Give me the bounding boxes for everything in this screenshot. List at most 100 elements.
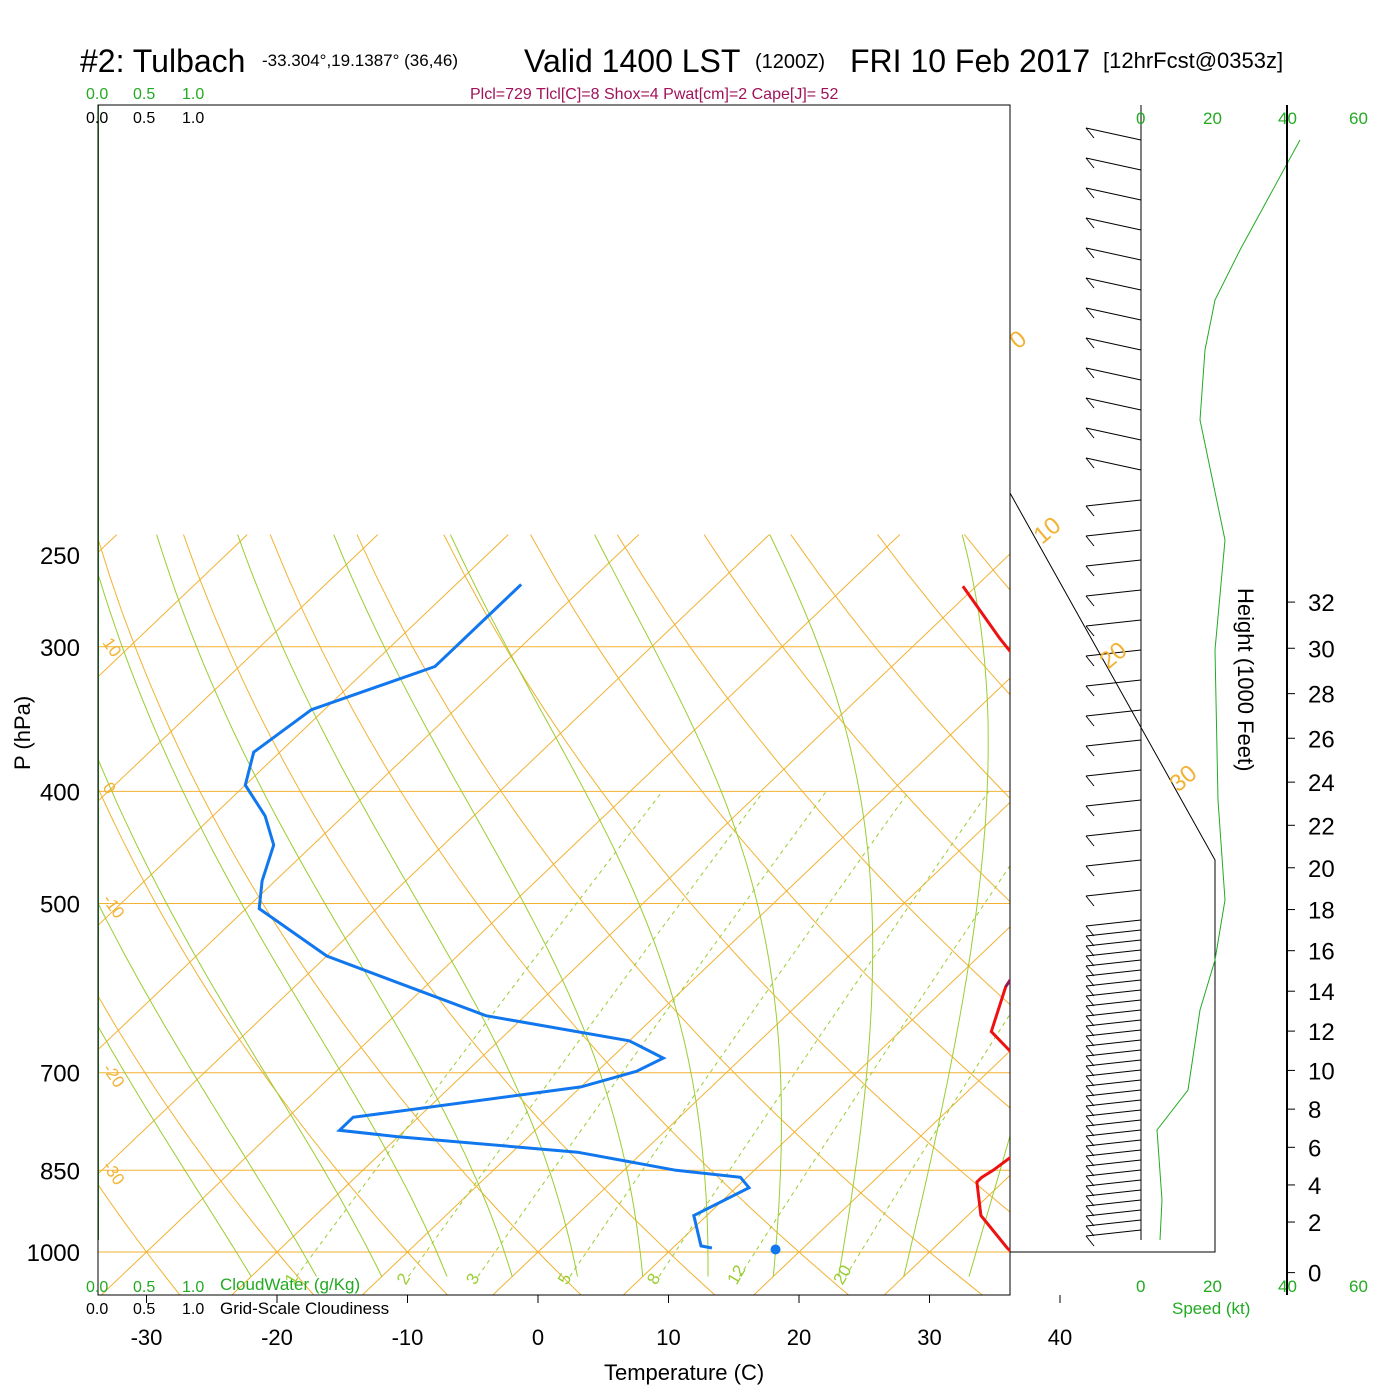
wind-barb-feather (1085, 975, 1095, 987)
wind-barb-feather (1085, 1005, 1095, 1017)
wind-barb (1085, 959, 1142, 967)
wind-barb (1085, 1139, 1142, 1147)
wind-barb-feather (1085, 247, 1095, 259)
top-green-0: 0.0 (86, 86, 108, 103)
height-tick-label: 6 (1308, 1135, 1321, 1162)
wind-barb (1085, 1029, 1142, 1037)
height-tick-label: 24 (1308, 770, 1335, 797)
top-black-0: 0.0 (86, 110, 108, 127)
wind-barb (1085, 859, 1142, 867)
isotherm-label: 10 (1029, 512, 1067, 550)
p-tick-label: 300 (40, 635, 80, 662)
height-tick-label: 20 (1308, 856, 1335, 883)
wind-barb (1085, 1169, 1142, 1177)
speed-top-0: 0 (1136, 109, 1145, 128)
wind-barb (1085, 529, 1142, 537)
wind-barb (1085, 649, 1142, 657)
wind-barb-feather (1085, 745, 1095, 757)
wind-barb-feather (1085, 805, 1095, 817)
isotherm-label: -10 (99, 891, 129, 922)
wind-barb-feather (1085, 565, 1095, 577)
wind-barb-feather (1085, 625, 1095, 637)
wind-barb-feather (1085, 307, 1095, 319)
wind-barb-feather (1085, 1225, 1095, 1237)
p-tick-label: 250 (40, 543, 80, 570)
height-tick-label: 10 (1308, 1058, 1335, 1085)
wind-barb (1085, 949, 1142, 957)
wind-barb (1085, 1149, 1142, 1157)
isotherm-0 (492, 801, 1010, 1295)
isotherm--20 (231, 553, 1010, 1295)
wind-barb (1085, 1039, 1142, 1047)
isotherm-label: 0 (1005, 325, 1033, 354)
wind-barb (1085, 999, 1142, 1007)
wind-barb-feather (1085, 985, 1095, 997)
wind-barb-feather (1085, 595, 1095, 607)
wind-barb-feather (1085, 1185, 1095, 1197)
x-tick-label: -10 (392, 1325, 424, 1350)
cloudiness-label: Grid-Scale Cloudiness (220, 1299, 389, 1318)
wind-barb-feather (1085, 1105, 1095, 1117)
wind-barb (1085, 939, 1142, 947)
mixing-ratio-label: 20 (830, 1262, 856, 1288)
wind-barb (1085, 127, 1142, 141)
wind-barb (1085, 457, 1142, 471)
height-tick-label: 8 (1308, 1097, 1321, 1124)
wind-barb-feather (1085, 1155, 1095, 1167)
wind-barb-feather (1085, 535, 1095, 547)
speed-bottom-1: 20 (1203, 1277, 1222, 1296)
wind-barb (1085, 1199, 1142, 1207)
moist-adiabat (594, 534, 782, 1277)
dry-adiabat (443, 534, 1010, 1213)
moist-adiabat (98, 574, 448, 1277)
wind-barb (1085, 1069, 1142, 1077)
wind-barb-feather (1085, 955, 1095, 967)
wind-barb (1085, 1209, 1142, 1217)
wind-barb (1085, 929, 1142, 937)
wind-barb (1085, 919, 1142, 927)
title-station: #2: Tulbach (80, 43, 245, 79)
p-tick-label: 400 (40, 779, 80, 806)
wind-barb (1085, 1179, 1142, 1187)
mixing-ratio-line (845, 1013, 1010, 1277)
isotherm-label: -30 (99, 1158, 129, 1189)
wind-barbs (1009, 105, 1216, 1253)
wind-barb (1085, 427, 1142, 441)
wind-barb (1085, 157, 1142, 171)
wind-barb-feather (1085, 187, 1095, 199)
height-tick-label: 26 (1308, 726, 1335, 753)
moist-adiabat (968, 1134, 1010, 1277)
mixing-ratio-label: 5 (554, 1270, 575, 1288)
wind-barb-feather (1085, 715, 1095, 727)
wind-barb (1085, 1049, 1142, 1057)
isotherm--30 (100, 534, 901, 1295)
wind-barb-feather (1085, 1065, 1095, 1077)
dry-adiabat (1138, 535, 1400, 1300)
wind-barb-feather (1085, 1215, 1095, 1227)
wind-barb-feather (1085, 965, 1095, 977)
moist-adiabat (237, 534, 578, 1277)
mixing-ratio-label: 12 (724, 1262, 750, 1288)
isotherm--50 (98, 534, 640, 1051)
wind-barb (1085, 769, 1142, 777)
p-tick-label: 500 (40, 892, 80, 919)
parcel-line (1004, 978, 1010, 988)
top-black-1: 0.5 (133, 110, 155, 127)
title-coords: -33.304°,19.1387° (36,46) (262, 51, 458, 70)
speed-top-1: 20 (1203, 109, 1222, 128)
moist-adiabat (98, 902, 317, 1277)
wind-barb (1085, 499, 1142, 507)
bottom-green-2: 1.0 (182, 1279, 204, 1296)
wind-barb (1085, 1019, 1142, 1027)
wind-barb-feather (1085, 925, 1095, 937)
mixing-ratio-line (407, 791, 765, 1277)
plot-border (97, 104, 1011, 1296)
wind-barb-feather (1085, 1135, 1095, 1147)
moist-adiabat (98, 1025, 252, 1277)
wind-barb (1085, 889, 1142, 897)
speed-label: Speed (kt) (1172, 1299, 1250, 1318)
wind-barb (1085, 1189, 1142, 1197)
wind-barb (1085, 277, 1142, 291)
bottom-black-2: 1.0 (182, 1301, 204, 1318)
dry-adiabat (269, 534, 850, 1295)
